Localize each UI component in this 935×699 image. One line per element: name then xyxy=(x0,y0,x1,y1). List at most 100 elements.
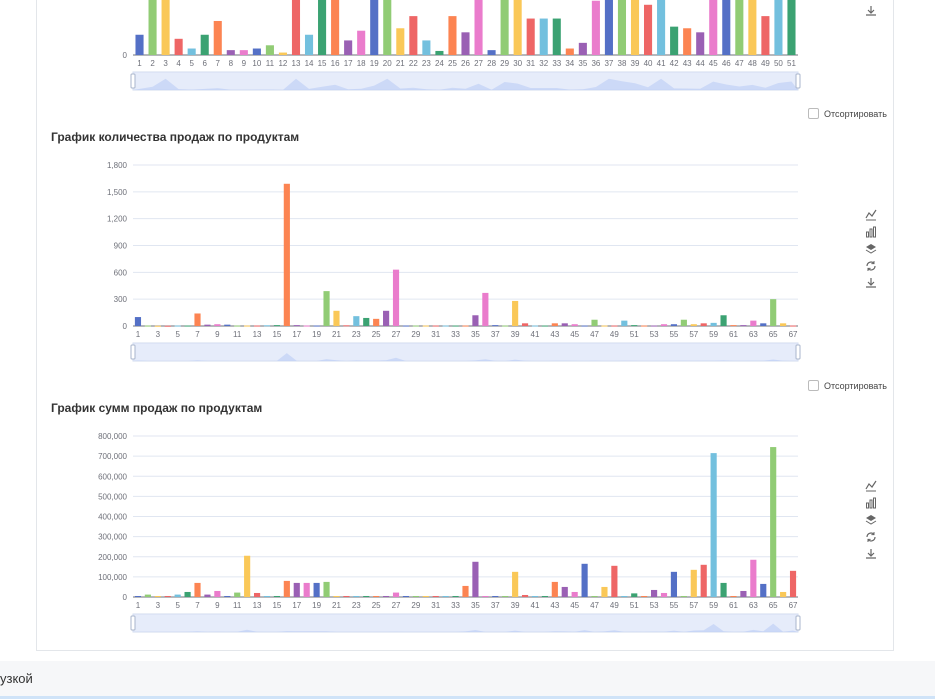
zoom-handle-left xyxy=(130,73,136,89)
bar xyxy=(760,583,767,597)
bar xyxy=(204,594,211,597)
bar xyxy=(239,50,248,55)
x-tick-label: 19 xyxy=(312,601,321,610)
bar xyxy=(621,320,628,326)
x-tick-label: 17 xyxy=(292,601,301,610)
bar xyxy=(291,0,301,55)
bar xyxy=(184,591,191,597)
bar xyxy=(293,325,300,327)
bar xyxy=(512,571,519,597)
x-tick-label: 33 xyxy=(552,59,561,68)
chart-3: 0 100,000 200,000 300,000 400,000 500,000 600,… xyxy=(98,432,801,633)
x-tick-label: 5 xyxy=(189,59,194,68)
sort-checkbox-1[interactable]: Отсортировать xyxy=(808,108,887,119)
y-tick-label: 0 xyxy=(123,322,128,331)
x-tick-label: 39 xyxy=(511,330,520,339)
bar xyxy=(164,325,171,327)
bar xyxy=(541,595,548,597)
bar xyxy=(696,32,705,55)
x-tick-label: 17 xyxy=(344,59,353,68)
download-icon[interactable] xyxy=(864,547,878,560)
sort-checkbox-box[interactable] xyxy=(808,380,819,391)
bar xyxy=(293,582,300,597)
x-tick-label: 37 xyxy=(491,330,500,339)
bar xyxy=(422,40,431,55)
y-tick-label: 700,000 xyxy=(98,452,127,461)
y-tick-label: 0 xyxy=(123,51,128,60)
x-tick-label: 61 xyxy=(729,601,738,610)
bar xyxy=(709,0,718,55)
stack-icon[interactable] xyxy=(864,242,878,255)
x-tick-label: 28 xyxy=(487,59,496,68)
y-tick-label: 1,800 xyxy=(107,161,128,170)
x-tick-label: 7 xyxy=(195,330,200,339)
download-icon[interactable] xyxy=(864,4,878,17)
x-tick-label: 25 xyxy=(372,330,381,339)
sort-checkbox-box[interactable] xyxy=(808,108,819,119)
sort-checkbox-2[interactable]: Отсортировать xyxy=(808,380,887,391)
x-tick-label: 57 xyxy=(689,601,698,610)
bar xyxy=(154,325,161,327)
bar xyxy=(412,595,419,597)
bar xyxy=(774,0,783,55)
bar-chart-icon[interactable] xyxy=(864,225,878,238)
x-tick-label: 32 xyxy=(539,59,548,68)
line-chart-icon[interactable] xyxy=(864,479,878,492)
bar xyxy=(482,292,489,326)
bar xyxy=(373,595,380,597)
y-tick-label: 0 xyxy=(123,593,128,602)
bar xyxy=(253,592,261,597)
line-chart-icon[interactable] xyxy=(864,208,878,221)
bar xyxy=(373,318,380,326)
x-tick-label: 9 xyxy=(215,330,220,339)
bar xyxy=(448,16,457,55)
y-tick-label: 300 xyxy=(114,295,128,304)
x-tick-label: 11 xyxy=(233,601,242,610)
restore-icon[interactable] xyxy=(864,259,878,272)
x-tick-label: 31 xyxy=(431,601,440,610)
x-tick-label: 34 xyxy=(565,59,574,68)
x-tick-label: 21 xyxy=(396,59,405,68)
bar xyxy=(720,315,727,326)
bar xyxy=(442,325,449,327)
bar xyxy=(591,595,598,597)
bar xyxy=(512,300,519,326)
bar xyxy=(487,50,496,55)
bar xyxy=(435,50,444,55)
bar xyxy=(660,324,668,326)
bar xyxy=(551,581,558,597)
x-tick-label: 24 xyxy=(435,59,444,68)
bar xyxy=(200,34,209,55)
bar xyxy=(680,319,687,326)
x-tick-label: 27 xyxy=(474,59,483,68)
zoom-handle-right xyxy=(795,73,801,89)
bar xyxy=(750,320,757,326)
download-icon[interactable] xyxy=(864,276,878,289)
bar xyxy=(344,40,353,55)
bar xyxy=(363,595,370,597)
stack-icon[interactable] xyxy=(864,513,878,526)
y-tick-label: 900 xyxy=(114,242,128,251)
bar xyxy=(690,569,697,597)
bar xyxy=(651,325,658,327)
x-tick-label: 6 xyxy=(202,59,207,68)
bar xyxy=(750,559,757,597)
x-tick-label: 65 xyxy=(769,601,778,610)
bar xyxy=(214,324,221,326)
bar xyxy=(304,34,314,55)
bar xyxy=(683,28,692,55)
x-tick-label: 55 xyxy=(669,330,678,339)
bar-chart-icon[interactable] xyxy=(864,496,878,509)
x-tick-label: 23 xyxy=(352,601,361,610)
x-tick-label: 35 xyxy=(471,330,480,339)
zoom-selection xyxy=(133,72,798,90)
x-tick-label: 63 xyxy=(749,330,758,339)
x-tick-label: 47 xyxy=(590,330,599,339)
bar xyxy=(234,592,241,597)
x-tick-label: 8 xyxy=(229,59,234,68)
bar xyxy=(644,4,653,56)
x-tick-label: 5 xyxy=(175,330,180,339)
restore-icon[interactable] xyxy=(864,530,878,543)
bar xyxy=(531,595,539,597)
bar xyxy=(244,325,251,327)
